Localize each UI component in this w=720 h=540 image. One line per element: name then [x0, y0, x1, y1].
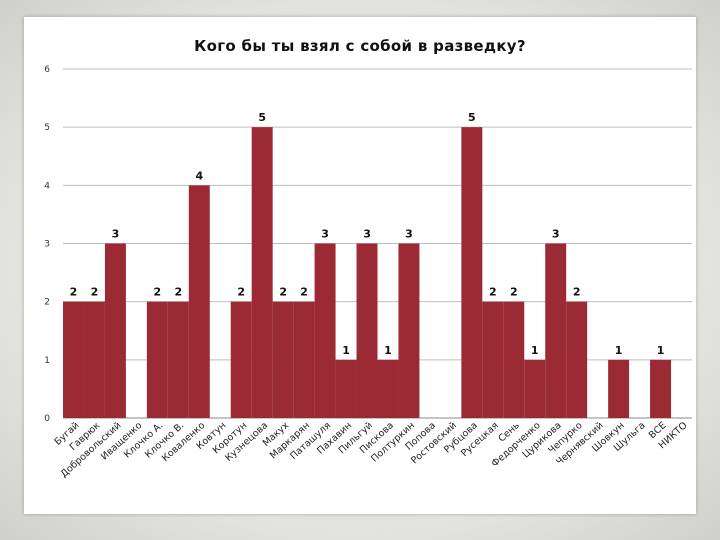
data-label: 3: [552, 228, 560, 241]
data-label: 1: [384, 344, 392, 357]
y-tick-label: 5: [44, 123, 50, 133]
bar: [251, 127, 273, 419]
bar: [545, 243, 567, 418]
bar: [63, 301, 84, 418]
bar: [83, 301, 105, 418]
bar: [230, 301, 252, 418]
data-label: 2: [70, 286, 78, 299]
y-tick-label: 0: [44, 414, 50, 424]
data-label: 2: [237, 286, 245, 299]
bar: [293, 301, 315, 418]
bar: [650, 359, 672, 418]
chart-title: Кого бы ты взял с собой в разведку?: [194, 37, 526, 55]
data-label: 2: [573, 286, 581, 299]
bar: [482, 301, 504, 418]
bar: [314, 243, 336, 418]
data-label: 2: [154, 286, 162, 299]
data-label: 3: [321, 228, 329, 241]
bar: [272, 301, 294, 418]
y-tick-label: 3: [44, 240, 50, 250]
bar: [566, 301, 588, 418]
bar: [398, 243, 420, 418]
data-label: 2: [300, 286, 308, 299]
data-label: 3: [405, 228, 413, 241]
data-label: 5: [258, 111, 266, 124]
bar: [524, 359, 546, 418]
bar: [608, 359, 630, 418]
bar: [461, 127, 483, 419]
bar: [377, 359, 399, 418]
data-label: 2: [279, 286, 287, 299]
y-tick-label: 2: [44, 298, 50, 308]
data-label: 4: [195, 169, 203, 182]
data-label: 1: [657, 344, 665, 357]
bar: [146, 301, 168, 418]
y-tick-label: 4: [44, 181, 50, 191]
data-label: 2: [91, 286, 99, 299]
data-label: 2: [510, 286, 518, 299]
y-tick-label: 1: [44, 356, 50, 366]
data-label: 5: [468, 111, 476, 124]
data-label: 2: [174, 286, 182, 299]
data-label: 1: [615, 344, 623, 357]
y-tick-label: 6: [44, 65, 50, 75]
bar: [104, 243, 126, 418]
bar: [356, 243, 378, 418]
bar: [188, 185, 210, 418]
data-label: 1: [342, 344, 350, 357]
data-label: 2: [489, 286, 497, 299]
data-label: 1: [531, 344, 539, 357]
bar: [335, 359, 357, 418]
data-label: 3: [363, 228, 371, 241]
bar: [503, 301, 525, 418]
data-label: 3: [112, 228, 120, 241]
bar: [167, 301, 189, 418]
chart-card: Кого бы ты взял с собой в разведку? 0 1 2 3…: [24, 17, 696, 514]
